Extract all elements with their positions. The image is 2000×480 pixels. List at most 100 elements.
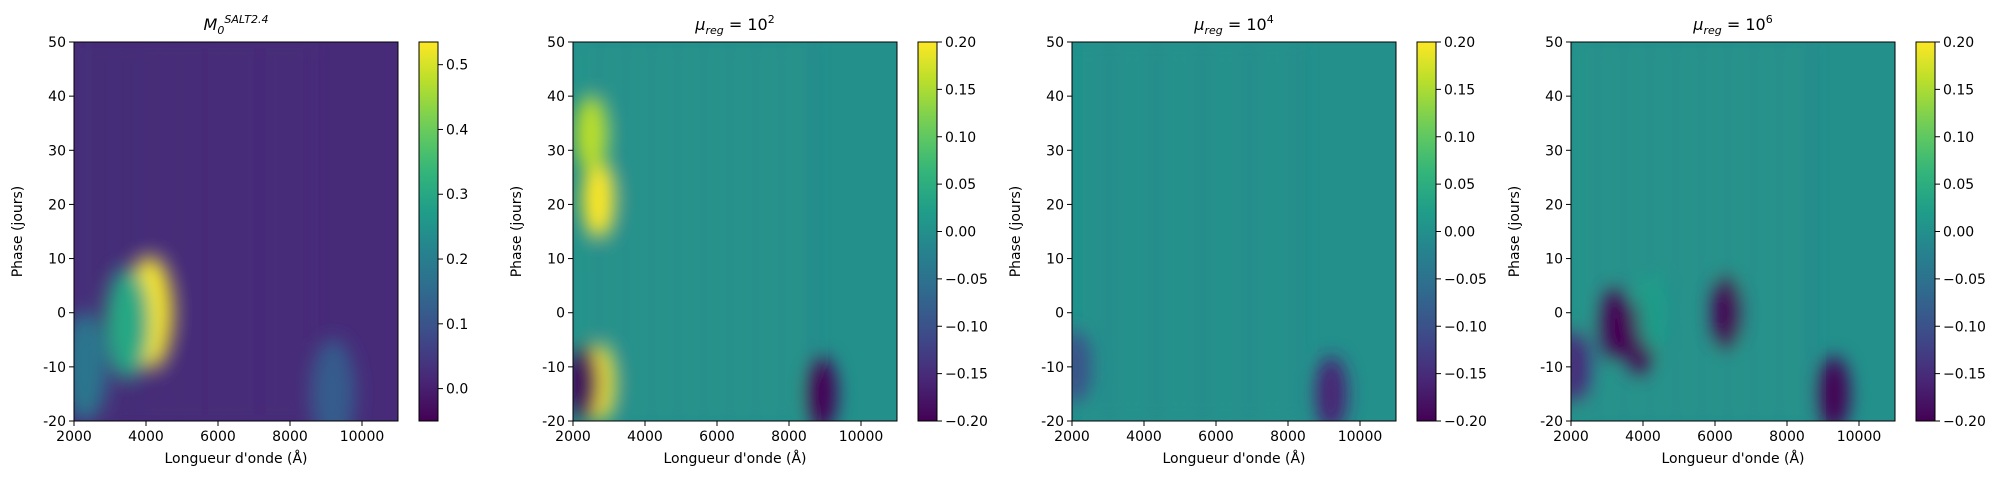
panel-1: 2000 4000 6000 8000 10000 -20 -10 0 10 20 30 40 50 Lo… — [10, 13, 468, 467]
heatmap-stripe — [240, 42, 247, 421]
y-tick-label: 40 — [547, 89, 565, 105]
colorbar-tick-label: 0.15 — [945, 82, 976, 98]
y-axis-label: Phase (jours) — [1008, 186, 1024, 278]
heatmap-stripe — [136, 42, 143, 421]
heatmap-feature — [311, 338, 356, 421]
heatmap-stripe — [635, 42, 642, 421]
heatmap-stripe — [305, 42, 312, 421]
y-tick-label: 30 — [48, 143, 66, 159]
colorbar-tick-label: 0.1 — [446, 317, 468, 333]
heatmap-feature — [575, 96, 607, 173]
colorbar — [917, 41, 938, 422]
axes-frame — [1071, 41, 1397, 422]
heatmap-feature — [805, 355, 838, 421]
title-sup: 6 — [1766, 13, 1773, 26]
y-tick-label: -20 — [1540, 414, 1563, 430]
title-sup: 2 — [768, 13, 775, 26]
colorbar-tick-label: 0.5 — [446, 58, 468, 74]
x-tick-label: 10000 — [1338, 429, 1383, 445]
y-tick-label: 0 — [1554, 306, 1563, 322]
heatmap-stripe — [279, 42, 286, 421]
y-tick-label: 30 — [547, 143, 565, 159]
panel-title: μreg = 106 — [1692, 13, 1772, 37]
colorbar-tick-label: 0.00 — [1444, 225, 1475, 241]
title-main: μ — [694, 15, 705, 34]
heatmap-stripe — [149, 42, 156, 421]
heatmap-stripe — [214, 42, 221, 421]
y-tick-label: -20 — [1041, 414, 1064, 430]
y-tick-label: 20 — [1046, 197, 1064, 213]
heatmap-blobs — [1072, 42, 1348, 421]
heatmap-feature — [1072, 328, 1092, 405]
y-tick-label: 50 — [1046, 35, 1064, 51]
y-tick-label: 30 — [1545, 143, 1563, 159]
heatmap-feature — [1817, 355, 1850, 421]
heatmap-stripe — [266, 42, 273, 421]
x-tick-label: 10000 — [340, 429, 385, 445]
title-eq: = 10 — [1223, 15, 1267, 34]
colorbar-tick-label: 0.20 — [1943, 35, 1974, 51]
y-tick-label: 50 — [547, 35, 565, 51]
colorbar-tick-label: 0.05 — [1943, 177, 1974, 193]
heatmap-stripe — [726, 42, 733, 421]
heatmap-stripe — [1594, 42, 1601, 421]
x-tick-label: 8000 — [1769, 429, 1805, 445]
heatmap-stripe — [804, 42, 811, 421]
heatmap-blobs — [74, 42, 356, 421]
heatmap-stripe — [648, 42, 655, 421]
x-tick-label: 8000 — [771, 429, 807, 445]
title-eq: = 10 — [724, 15, 768, 34]
panel-2: 2000 4000 6000 8000 10000 -20 -10 0 10 20 30 40 50 Lo… — [509, 13, 988, 467]
panel-title: μreg = 102 — [694, 13, 774, 37]
colorbar-tick-label: 0.0 — [446, 382, 468, 398]
heatmap-blobs — [573, 42, 838, 421]
heatmap-background — [1072, 42, 1396, 421]
x-tick-label: 2000 — [1054, 429, 1090, 445]
heatmap-field — [1571, 42, 1895, 421]
heatmap-stripe — [201, 42, 208, 421]
y-axis-label: Phase (jours) — [509, 186, 525, 278]
heatmap-feature — [74, 311, 107, 421]
heatmap-field — [74, 42, 398, 421]
heatmap-stripe — [752, 42, 759, 421]
y-tick-label: 0 — [1055, 306, 1064, 322]
x-tick-label: 8000 — [1270, 429, 1306, 445]
colorbar-tick-label: 0.05 — [945, 177, 976, 193]
x-tick-label: 6000 — [1697, 429, 1733, 445]
heatmap-stripe — [1246, 42, 1253, 421]
x-tick-label: 6000 — [200, 429, 236, 445]
heatmap-stripe — [1672, 42, 1679, 421]
y-tick-label: 40 — [48, 89, 66, 105]
y-tick-label: 50 — [1545, 35, 1563, 51]
heatmap-stripe — [791, 42, 798, 421]
y-tick-label: 20 — [1545, 197, 1563, 213]
heatmap-stripe — [674, 42, 681, 421]
heatmap-feature — [1315, 355, 1348, 421]
y-tick-label: -20 — [542, 414, 565, 430]
heatmap-stripe — [1270, 42, 1276, 421]
heatmap-stripe — [175, 42, 182, 421]
heatmap-stripe — [1802, 42, 1809, 421]
heatmap-feature — [573, 345, 600, 421]
heatmap-stripe — [84, 42, 91, 421]
y-tick-label: -10 — [1540, 360, 1563, 376]
colorbar-tick-label: 0.4 — [446, 122, 468, 138]
heatmap-background — [1571, 42, 1895, 421]
heatmap-stripe — [1199, 42, 1206, 421]
y-tick-label: 40 — [1545, 89, 1563, 105]
heatmap-feature — [1709, 274, 1742, 351]
y-tick-label: 10 — [48, 252, 66, 268]
colorbar-tick-label: 0.15 — [1943, 82, 1974, 98]
y-tick-label: -10 — [1041, 360, 1064, 376]
heatmap-stripe — [1620, 42, 1627, 421]
x-tick-label: 4000 — [1126, 429, 1162, 445]
heatmap-field — [573, 42, 897, 421]
heatmap-stripe — [1789, 42, 1796, 421]
heatmap-stripe — [1176, 42, 1183, 421]
heatmap-stripe — [1581, 42, 1588, 421]
heatmap-stripe — [1082, 42, 1089, 421]
y-tick-label: 30 — [1046, 143, 1064, 159]
x-tick-label: 2000 — [56, 429, 92, 445]
title-main: μ — [1193, 15, 1204, 34]
x-tick-label: 4000 — [128, 429, 164, 445]
